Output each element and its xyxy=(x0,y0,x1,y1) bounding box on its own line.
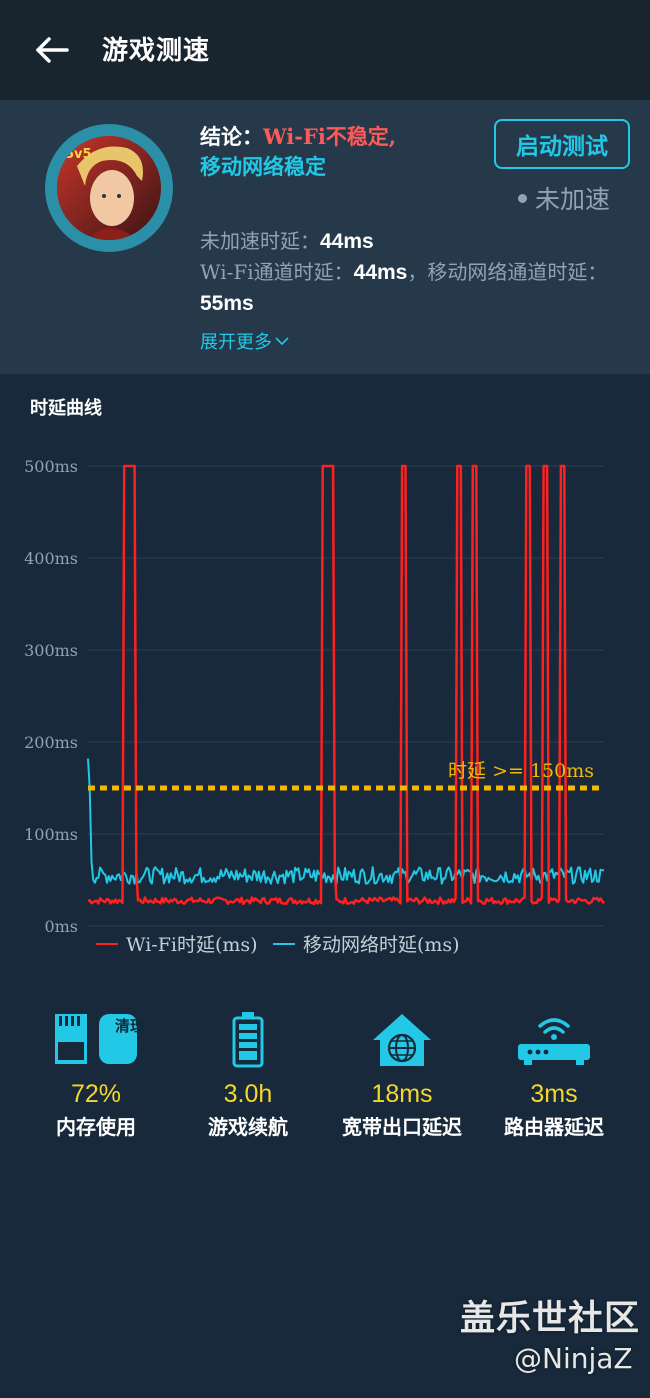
unaccel-delay-label: 未加速时延： xyxy=(200,229,320,253)
back-button[interactable] xyxy=(28,28,76,72)
memory-usage-value: 72% xyxy=(70,1080,122,1108)
stat-broadband[interactable]: 18ms 宽带出口延迟 xyxy=(322,1008,482,1140)
wifi-delay-value: 44ms xyxy=(353,261,408,284)
watermark-title: 盖乐世社区 xyxy=(460,1299,641,1339)
conclusion-label: 结论： xyxy=(200,124,263,149)
legend-wifi-label: Wi-Fi时延(ms) xyxy=(126,934,258,956)
stat-memory[interactable]: 清理 72% 内存使用 xyxy=(16,1008,176,1140)
wifi-delay-label: Wi-Fi通道时延： xyxy=(200,260,354,284)
wifi-latency-line xyxy=(87,464,606,906)
battery-life-value: 3.0h xyxy=(223,1080,273,1108)
y-tick-label: 300ms xyxy=(24,641,78,660)
game-avatar: 5v5 xyxy=(57,136,161,240)
status-dot-icon xyxy=(518,193,527,203)
threshold-label: 时延 >= 150ms xyxy=(448,760,594,782)
arrow-left-icon[interactable] xyxy=(35,37,69,63)
broadband-delay-value: 18ms xyxy=(371,1080,433,1108)
battery-icon xyxy=(232,1012,264,1068)
chevron-down-icon xyxy=(275,337,289,346)
chart-title: 时延曲线 xyxy=(30,398,102,419)
game-avatar-ring: 5v5 xyxy=(45,124,173,252)
device-stats: 清理 72% 内存使用 3.0h 游戏续航 xyxy=(0,1008,650,1158)
battery-life-label: 游戏续航 xyxy=(208,1115,288,1139)
memory-card-icon xyxy=(55,1014,137,1064)
router-delay-label: 路由器延迟 xyxy=(504,1115,604,1139)
expand-more-button[interactable]: 展开更多 xyxy=(200,328,290,354)
stat-router[interactable]: 3ms 路由器延迟 xyxy=(474,1008,634,1140)
accel-status: 未加速 xyxy=(518,180,628,216)
legend-mobile-label: 移动网络时延(ms) xyxy=(303,934,460,956)
mobile-delay-value: 55ms xyxy=(200,292,254,315)
page-title: 游戏测速 xyxy=(102,36,211,66)
router-icon xyxy=(518,1018,590,1065)
unaccel-delay-value: 44ms xyxy=(320,230,374,253)
mobile-latency-line xyxy=(87,758,605,885)
memory-usage-label: 内存使用 xyxy=(56,1115,136,1139)
delay-summary: 未加速时延：44ms Wi-Fi通道时延：44ms，移动网络通道时延：55ms xyxy=(200,226,630,319)
chart-legend: Wi-Fi时延(ms) 移动网络时延(ms) xyxy=(96,934,460,956)
y-tick-label: 200ms xyxy=(24,733,78,752)
y-tick-label: 100ms xyxy=(24,825,78,844)
clean-badge[interactable]: 清理 xyxy=(115,1017,146,1035)
router-delay-value: 3ms xyxy=(530,1080,578,1108)
mobile-delay-label: ，移动网络通道时延： xyxy=(407,260,608,284)
broadband-delay-label: 宽带出口延迟 xyxy=(342,1115,462,1139)
conclusion-text: 结论：Wi-Fi不稳定, 移动网络稳定 xyxy=(200,122,490,182)
latency-chart: 500ms 400ms 300ms 200ms 100ms 0ms 时延 >= 150ms… xyxy=(24,457,606,956)
expand-more-label: 展开更多 xyxy=(200,332,272,353)
y-tick-label: 0ms xyxy=(44,917,78,936)
conclusion-wifi: Wi-Fi不稳定, xyxy=(263,124,397,149)
accel-status-label: 未加速 xyxy=(535,185,611,214)
svg-text:5v5: 5v5 xyxy=(65,147,92,162)
stat-battery[interactable]: 3.0h 游戏续航 xyxy=(168,1008,328,1140)
watermark-handle: @NinjaZ xyxy=(514,1342,633,1375)
conclusion-mobile: 移动网络稳定 xyxy=(200,154,326,179)
app-header: 游戏测速 xyxy=(0,0,650,100)
broadband-house-icon xyxy=(373,1014,431,1066)
y-tick-label: 400ms xyxy=(24,549,78,568)
y-tick-label: 500ms xyxy=(24,457,78,476)
start-test-button[interactable]: 启动测试 xyxy=(494,119,630,169)
